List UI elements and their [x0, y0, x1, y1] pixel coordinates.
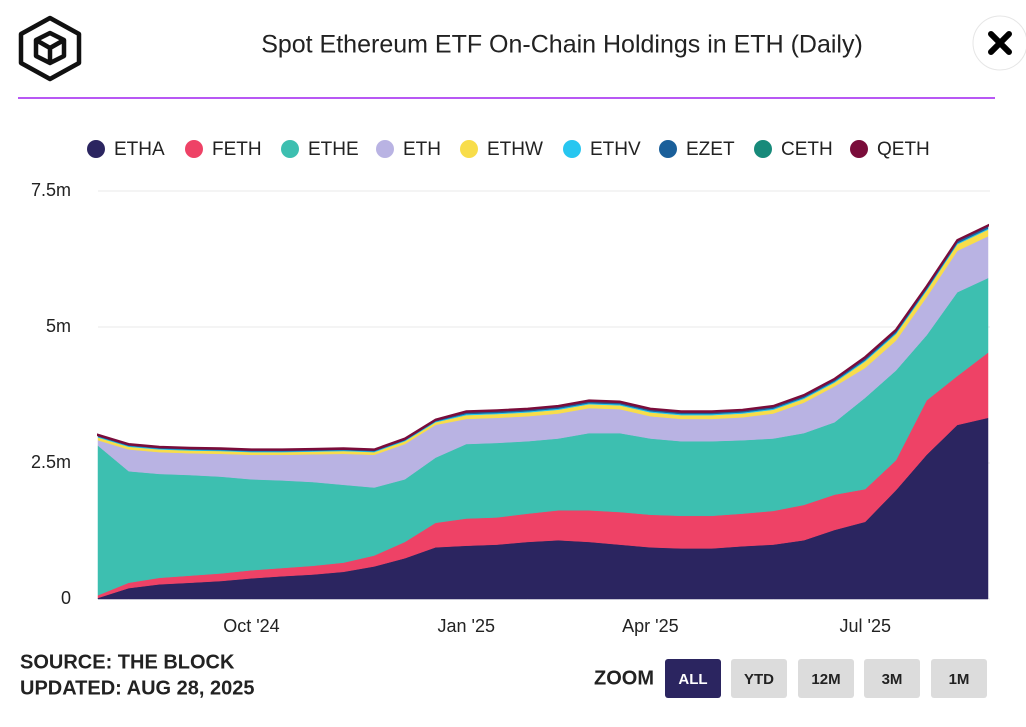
legend-swatch[interactable] [460, 140, 478, 158]
y-tick-label: 7.5m [31, 180, 71, 200]
x-tick-label: Jan '25 [438, 616, 495, 636]
x-tick-label: Apr '25 [622, 616, 678, 636]
logo-hex [18, 15, 82, 82]
legend-swatch[interactable] [376, 140, 394, 158]
legend-label[interactable]: ETH [403, 139, 441, 160]
legend-item[interactable]: ETHA [87, 139, 165, 160]
legend-item[interactable]: CETH [754, 139, 833, 160]
logo [18, 15, 82, 82]
legend-label[interactable]: ETHW [487, 139, 543, 160]
y-tick-label: 2.5m [31, 452, 71, 472]
zoom-button-label[interactable]: ALL [678, 671, 707, 688]
legend-label[interactable]: CETH [781, 139, 833, 160]
zoom-button-bg[interactable] [731, 659, 787, 698]
zoom-button-bg[interactable] [864, 659, 920, 698]
legend-label[interactable]: EZET [686, 139, 735, 160]
legend-label[interactable]: ETHA [114, 139, 165, 160]
logo-cube [33, 30, 67, 66]
source: SOURCE: THE BLOCK [20, 651, 235, 673]
zoom-button[interactable]: 1M [931, 659, 987, 698]
legend-swatch[interactable] [563, 140, 581, 158]
legend-swatch[interactable] [87, 140, 105, 158]
close-icon[interactable] [988, 31, 1012, 55]
chart-title: Spot Ethereum ETF On-Chain Holdings in E… [261, 31, 863, 59]
zoom-button-label[interactable]: YTD [744, 671, 774, 688]
updated: UPDATED: AUG 28, 2025 [20, 677, 255, 699]
legend-item[interactable]: ETH [376, 139, 441, 160]
legend-swatch[interactable] [185, 140, 203, 158]
zoom-button-label[interactable]: 1M [949, 671, 970, 688]
legend-label[interactable]: ETHE [308, 139, 359, 160]
legend-item[interactable]: ETHE [281, 139, 359, 160]
zoom-button[interactable]: ALL [665, 659, 721, 698]
zoom-button-bg[interactable] [665, 659, 721, 698]
area [97, 223, 989, 451]
zoom-button[interactable]: 3M [864, 659, 920, 698]
x-tick-label: Jul '25 [840, 616, 891, 636]
legend-item[interactable]: QETH [850, 139, 930, 160]
legend-item[interactable]: EZET [659, 139, 735, 160]
legend-swatch[interactable] [850, 140, 868, 158]
zoom-label: ZOOM [594, 667, 654, 689]
zoom-button-label[interactable]: 3M [882, 671, 903, 688]
legend-item[interactable]: ETHW [460, 139, 543, 160]
zoom-button-bg[interactable] [798, 659, 854, 698]
x-tick-label: Oct '24 [223, 616, 279, 636]
legend-label[interactable]: ETHV [590, 139, 641, 160]
zoom-button[interactable]: YTD [731, 659, 787, 698]
close-button[interactable] [972, 15, 1026, 71]
zoom-button-label[interactable]: 12M [811, 671, 840, 688]
legend-item[interactable]: FETH [185, 139, 262, 160]
legend-swatch[interactable] [754, 140, 772, 158]
legend-label[interactable]: QETH [877, 139, 930, 160]
y-tick-label: 5m [46, 316, 71, 336]
y-tick-label: 0 [61, 588, 71, 608]
legend-swatch[interactable] [659, 140, 677, 158]
legend-swatch[interactable] [281, 140, 299, 158]
legend-label[interactable]: FETH [212, 139, 262, 160]
zoom-button[interactable]: 12M [798, 659, 854, 698]
legend-item[interactable]: ETHV [563, 139, 641, 160]
zoom-button-bg[interactable] [931, 659, 987, 698]
